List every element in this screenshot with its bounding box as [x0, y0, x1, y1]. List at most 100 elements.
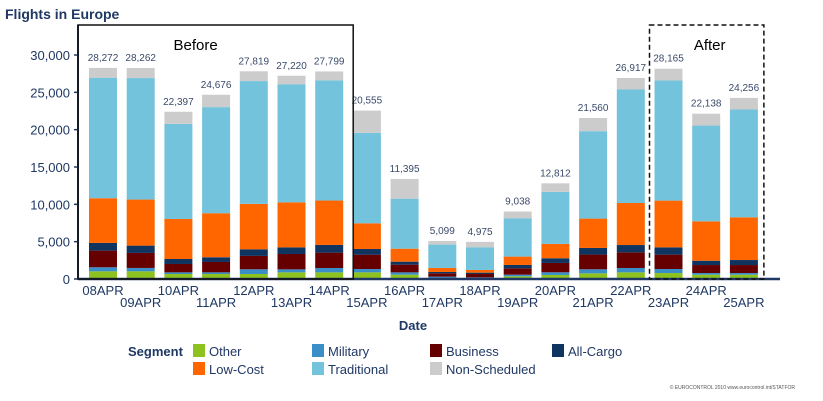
bar-business: [654, 254, 683, 269]
x-tick-label: 19APR: [497, 295, 538, 310]
bar-traditional: [315, 80, 344, 201]
bar-non-scheduled: [616, 78, 645, 90]
bar-military: [202, 272, 231, 274]
bar-business: [541, 262, 570, 273]
bar-low-cost: [277, 202, 306, 248]
bar-all-cargo: [654, 247, 683, 255]
bar-low-cost: [239, 203, 268, 250]
legend-item: Other: [209, 344, 242, 359]
bar-traditional: [239, 81, 268, 204]
bar-non-scheduled: [579, 118, 608, 132]
bar-low-cost: [428, 267, 457, 272]
bar-other: [277, 272, 306, 279]
x-axis: 08APR09APR10APR11APR12APR13APR14APR15APR…: [78, 277, 780, 310]
bar-traditional: [126, 78, 155, 200]
bar-low-cost: [315, 200, 344, 245]
bar-non-scheduled: [729, 97, 758, 110]
bar-all-cargo: [729, 260, 758, 266]
bar-military: [164, 272, 193, 274]
total-label: 22,397: [163, 97, 194, 108]
total-label: 28,272: [88, 53, 119, 64]
bar-stack-21APR: 21,560: [578, 103, 609, 279]
total-label: 11,395: [390, 164, 420, 175]
bar-low-cost: [352, 223, 381, 249]
x-tick-label: 14APR: [309, 283, 350, 298]
bar-non-scheduled: [164, 111, 193, 124]
bar-non-scheduled: [315, 71, 344, 81]
bar-business: [239, 255, 268, 270]
x-tick-label: 18APR: [459, 283, 500, 298]
bar-all-cargo: [503, 264, 532, 269]
bar-military: [428, 276, 457, 279]
annotations: Before After: [77, 24, 765, 280]
bar-stack-16APR: 11,395: [390, 164, 420, 279]
legend-swatch: [312, 344, 324, 357]
bar-business: [277, 253, 306, 270]
y-tick-label: 0: [63, 272, 70, 287]
bar-traditional: [89, 77, 117, 199]
bar-non-scheduled: [541, 183, 570, 192]
x-tick-label: 09APR: [120, 295, 161, 310]
bar-military: [579, 269, 608, 274]
bar-traditional: [390, 198, 419, 249]
bar-other: [164, 273, 193, 279]
bar-traditional: [654, 80, 683, 201]
bar-stack-23APR: 28,165: [653, 54, 684, 279]
bar-military: [466, 277, 494, 279]
total-label: 26,917: [616, 63, 647, 74]
legend-swatch: [193, 362, 205, 375]
annotation-label: After: [694, 37, 726, 54]
bar-stack-22APR: 26,917: [616, 63, 647, 279]
bar-business: [503, 268, 532, 275]
bar-traditional: [466, 247, 494, 270]
bar-low-cost: [541, 243, 570, 259]
bar-business: [126, 252, 155, 268]
bar-other: [89, 271, 117, 279]
bar-low-cost: [654, 200, 683, 248]
x-tick-label: 23APR: [648, 295, 689, 310]
bar-business: [729, 265, 758, 274]
bar-stack-25APR: 24,256: [729, 83, 760, 279]
bar-low-cost: [503, 256, 532, 265]
total-label: 22,138: [691, 99, 722, 110]
y-tick-label: 20,000: [30, 123, 70, 138]
legend-item: Military: [328, 344, 370, 359]
bar-all-cargo: [315, 244, 344, 253]
bar-low-cost: [729, 217, 758, 261]
bar-low-cost: [616, 202, 645, 246]
bar-all-cargo: [164, 258, 193, 264]
bar-military: [692, 273, 721, 275]
bar-stack-19APR: 9,038: [503, 197, 532, 279]
bar-military: [654, 268, 683, 274]
total-label: 24,676: [201, 80, 232, 91]
bar-non-scheduled: [503, 211, 532, 219]
bar-all-cargo: [466, 272, 494, 274]
bar-non-scheduled: [466, 241, 494, 248]
y-tick-label: 15,000: [30, 160, 70, 175]
bar-low-cost: [579, 218, 608, 248]
bar-business: [692, 265, 721, 274]
total-label: 28,165: [653, 54, 684, 65]
bar-other: [616, 272, 645, 279]
bar-military: [352, 268, 381, 273]
bar-non-scheduled: [202, 94, 231, 108]
x-tick-label: 22APR: [610, 283, 651, 298]
bar-all-cargo: [126, 245, 155, 253]
bar-stack-09APR: 28,262: [125, 53, 156, 279]
bar-other: [390, 274, 419, 279]
bar-other: [541, 274, 570, 279]
bar-non-scheduled: [692, 113, 721, 126]
bar-business: [352, 254, 381, 269]
bar-all-cargo: [616, 245, 645, 253]
bar-military: [126, 267, 155, 272]
bar-low-cost: [390, 248, 419, 262]
bar-all-cargo: [390, 261, 419, 265]
total-label: 27,799: [314, 56, 345, 67]
bar-military: [541, 272, 570, 275]
x-tick-label: 21APR: [572, 295, 613, 310]
bar-non-scheduled: [352, 110, 381, 133]
bar-business: [579, 254, 608, 270]
y-axis: 0 5,000 10,000 15,000 20,000 25,000 30,000: [30, 25, 79, 287]
bar-stack-11APR: 24,676: [201, 80, 232, 279]
bar-traditional: [579, 131, 608, 219]
